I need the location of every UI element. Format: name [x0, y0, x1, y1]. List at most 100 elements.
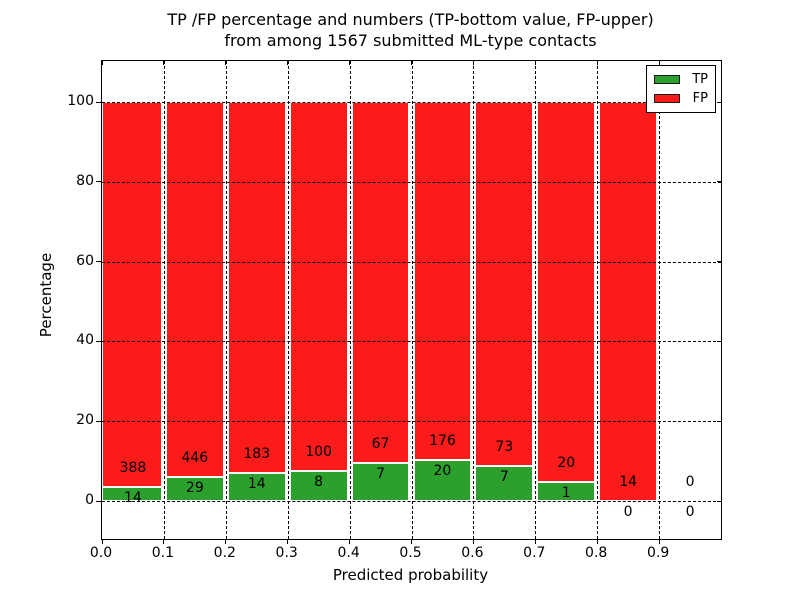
horizontal-gridline — [102, 181, 721, 183]
y-tick-mark — [96, 420, 101, 422]
bar-segment-tp — [102, 487, 162, 501]
y-tick-label: 0 — [85, 492, 94, 508]
x-tick-mark-top — [658, 61, 660, 65]
y-tick-mark-right — [717, 181, 721, 183]
x-tick-mark — [225, 539, 227, 544]
tp-count-label: 14 — [247, 475, 266, 492]
y-tick-mark — [96, 181, 101, 183]
x-tick-mark — [411, 539, 412, 544]
y-tick-mark-right — [717, 500, 721, 502]
x-tick-label: 0.6 — [461, 545, 484, 561]
x-tick-label: 0.2 — [213, 545, 236, 561]
y-tick-mark-right — [717, 261, 721, 263]
vertical-gridline — [659, 61, 661, 539]
x-tick-mark — [163, 539, 165, 544]
horizontal-gridline — [102, 501, 721, 502]
vertical-gridline — [411, 61, 413, 539]
vertical-gridline — [535, 61, 537, 539]
fp-count-label: 176 — [429, 433, 456, 450]
x-tick-mark-top — [472, 61, 474, 65]
y-tick-mark — [96, 101, 101, 103]
tp-count-label: 0 — [685, 504, 695, 520]
y-tick-mark — [96, 261, 101, 263]
y-tick-label: 40 — [76, 332, 94, 349]
bar-segment-tp — [227, 472, 286, 501]
fp-count-label: 100 — [305, 444, 333, 461]
fp-count-label: 73 — [495, 439, 514, 456]
tp-count-label: 0 — [623, 504, 633, 520]
y-tick-label: 80 — [76, 172, 94, 189]
x-tick-mark-top — [101, 61, 103, 65]
chart-title: TP /FP percentage and numbers (TP-bottom… — [167, 10, 654, 50]
x-tick-mark-top — [411, 61, 412, 65]
x-tick-mark — [472, 539, 474, 544]
fp-count-label: 388 — [119, 460, 147, 477]
x-tick-mark-top — [534, 61, 536, 65]
bar-segment-fp — [537, 102, 596, 482]
bar-segment-tp — [165, 476, 224, 501]
x-tick-mark — [596, 539, 598, 544]
x-tick-mark — [287, 539, 289, 544]
x-tick-mark — [658, 539, 660, 544]
legend-label-fp: FP — [692, 90, 708, 106]
x-tick-label: 0.4 — [337, 545, 360, 561]
tp-count-label: 7 — [499, 469, 509, 486]
x-tick-label: 0.3 — [275, 545, 298, 561]
x-tick-mark-top — [596, 61, 598, 65]
x-tick-mark-top — [225, 61, 227, 65]
fp-count-label: 446 — [181, 449, 209, 466]
bar-segment-tp — [351, 463, 410, 501]
x-axis-label: Predicted probability — [332, 566, 489, 584]
x-tick-label: 0.9 — [646, 545, 670, 561]
fp-count-label: 20 — [557, 455, 576, 471]
y-tick-label: 60 — [76, 252, 94, 269]
x-tick-mark-top — [287, 61, 289, 65]
x-tick-label: 0.1 — [151, 545, 175, 561]
tp-count-label: 8 — [314, 474, 324, 491]
legend-row: TP — [654, 72, 708, 87]
y-tick-mark — [96, 500, 101, 502]
x-tick-label: 0.8 — [585, 545, 608, 561]
vertical-gridline — [473, 61, 475, 539]
tp-count-label: 29 — [185, 479, 204, 496]
bar-segment-fp — [227, 102, 286, 473]
bar-segment-tp — [537, 482, 596, 501]
x-tick-label: 0.5 — [399, 545, 422, 561]
vertical-gridline — [287, 61, 289, 539]
horizontal-gridline — [102, 341, 721, 343]
legend: TP FP — [646, 65, 716, 113]
horizontal-gridline — [102, 421, 721, 423]
x-tick-label: 0.0 — [89, 545, 113, 561]
fp-count-label: 0 — [685, 474, 695, 490]
legend-row: FP — [654, 91, 708, 106]
vertical-gridline — [597, 61, 599, 539]
bar-segment-fp — [351, 102, 410, 464]
x-tick-mark — [349, 539, 351, 544]
fp-count-label: 183 — [243, 445, 271, 462]
bar-segment-fp — [289, 102, 348, 472]
vertical-gridline — [349, 61, 351, 539]
y-tick-label: 20 — [76, 412, 94, 429]
x-tick-mark — [534, 539, 536, 544]
legend-swatch-tp — [654, 75, 680, 85]
bar-segment-tp — [475, 466, 534, 501]
tp-count-label: 20 — [433, 463, 452, 480]
y-tick-mark-right — [717, 420, 721, 422]
bar-segment-fp — [475, 102, 534, 467]
bar-segment-fp — [413, 102, 472, 461]
x-tick-mark-top — [349, 61, 351, 65]
tp-count-label: 7 — [376, 466, 386, 483]
y-tick-mark — [96, 340, 101, 342]
legend-swatch-fp — [654, 93, 680, 103]
bar-segment-tp — [289, 471, 348, 501]
bar-segment-fp — [599, 102, 658, 501]
y-tick-mark-right — [717, 340, 721, 342]
x-tick-mark-top — [163, 61, 165, 65]
horizontal-gridline — [102, 102, 721, 103]
tp-count-label: 1 — [561, 485, 571, 501]
y-tick-mark-right — [717, 101, 721, 103]
plot-area: 388 14 446 29 183 14 100 8 67 7 176 20 73 7 20 1 14 0 0 0 — [96, 60, 722, 544]
vertical-gridline — [225, 61, 227, 539]
legend-label-tp: TP — [692, 72, 708, 88]
